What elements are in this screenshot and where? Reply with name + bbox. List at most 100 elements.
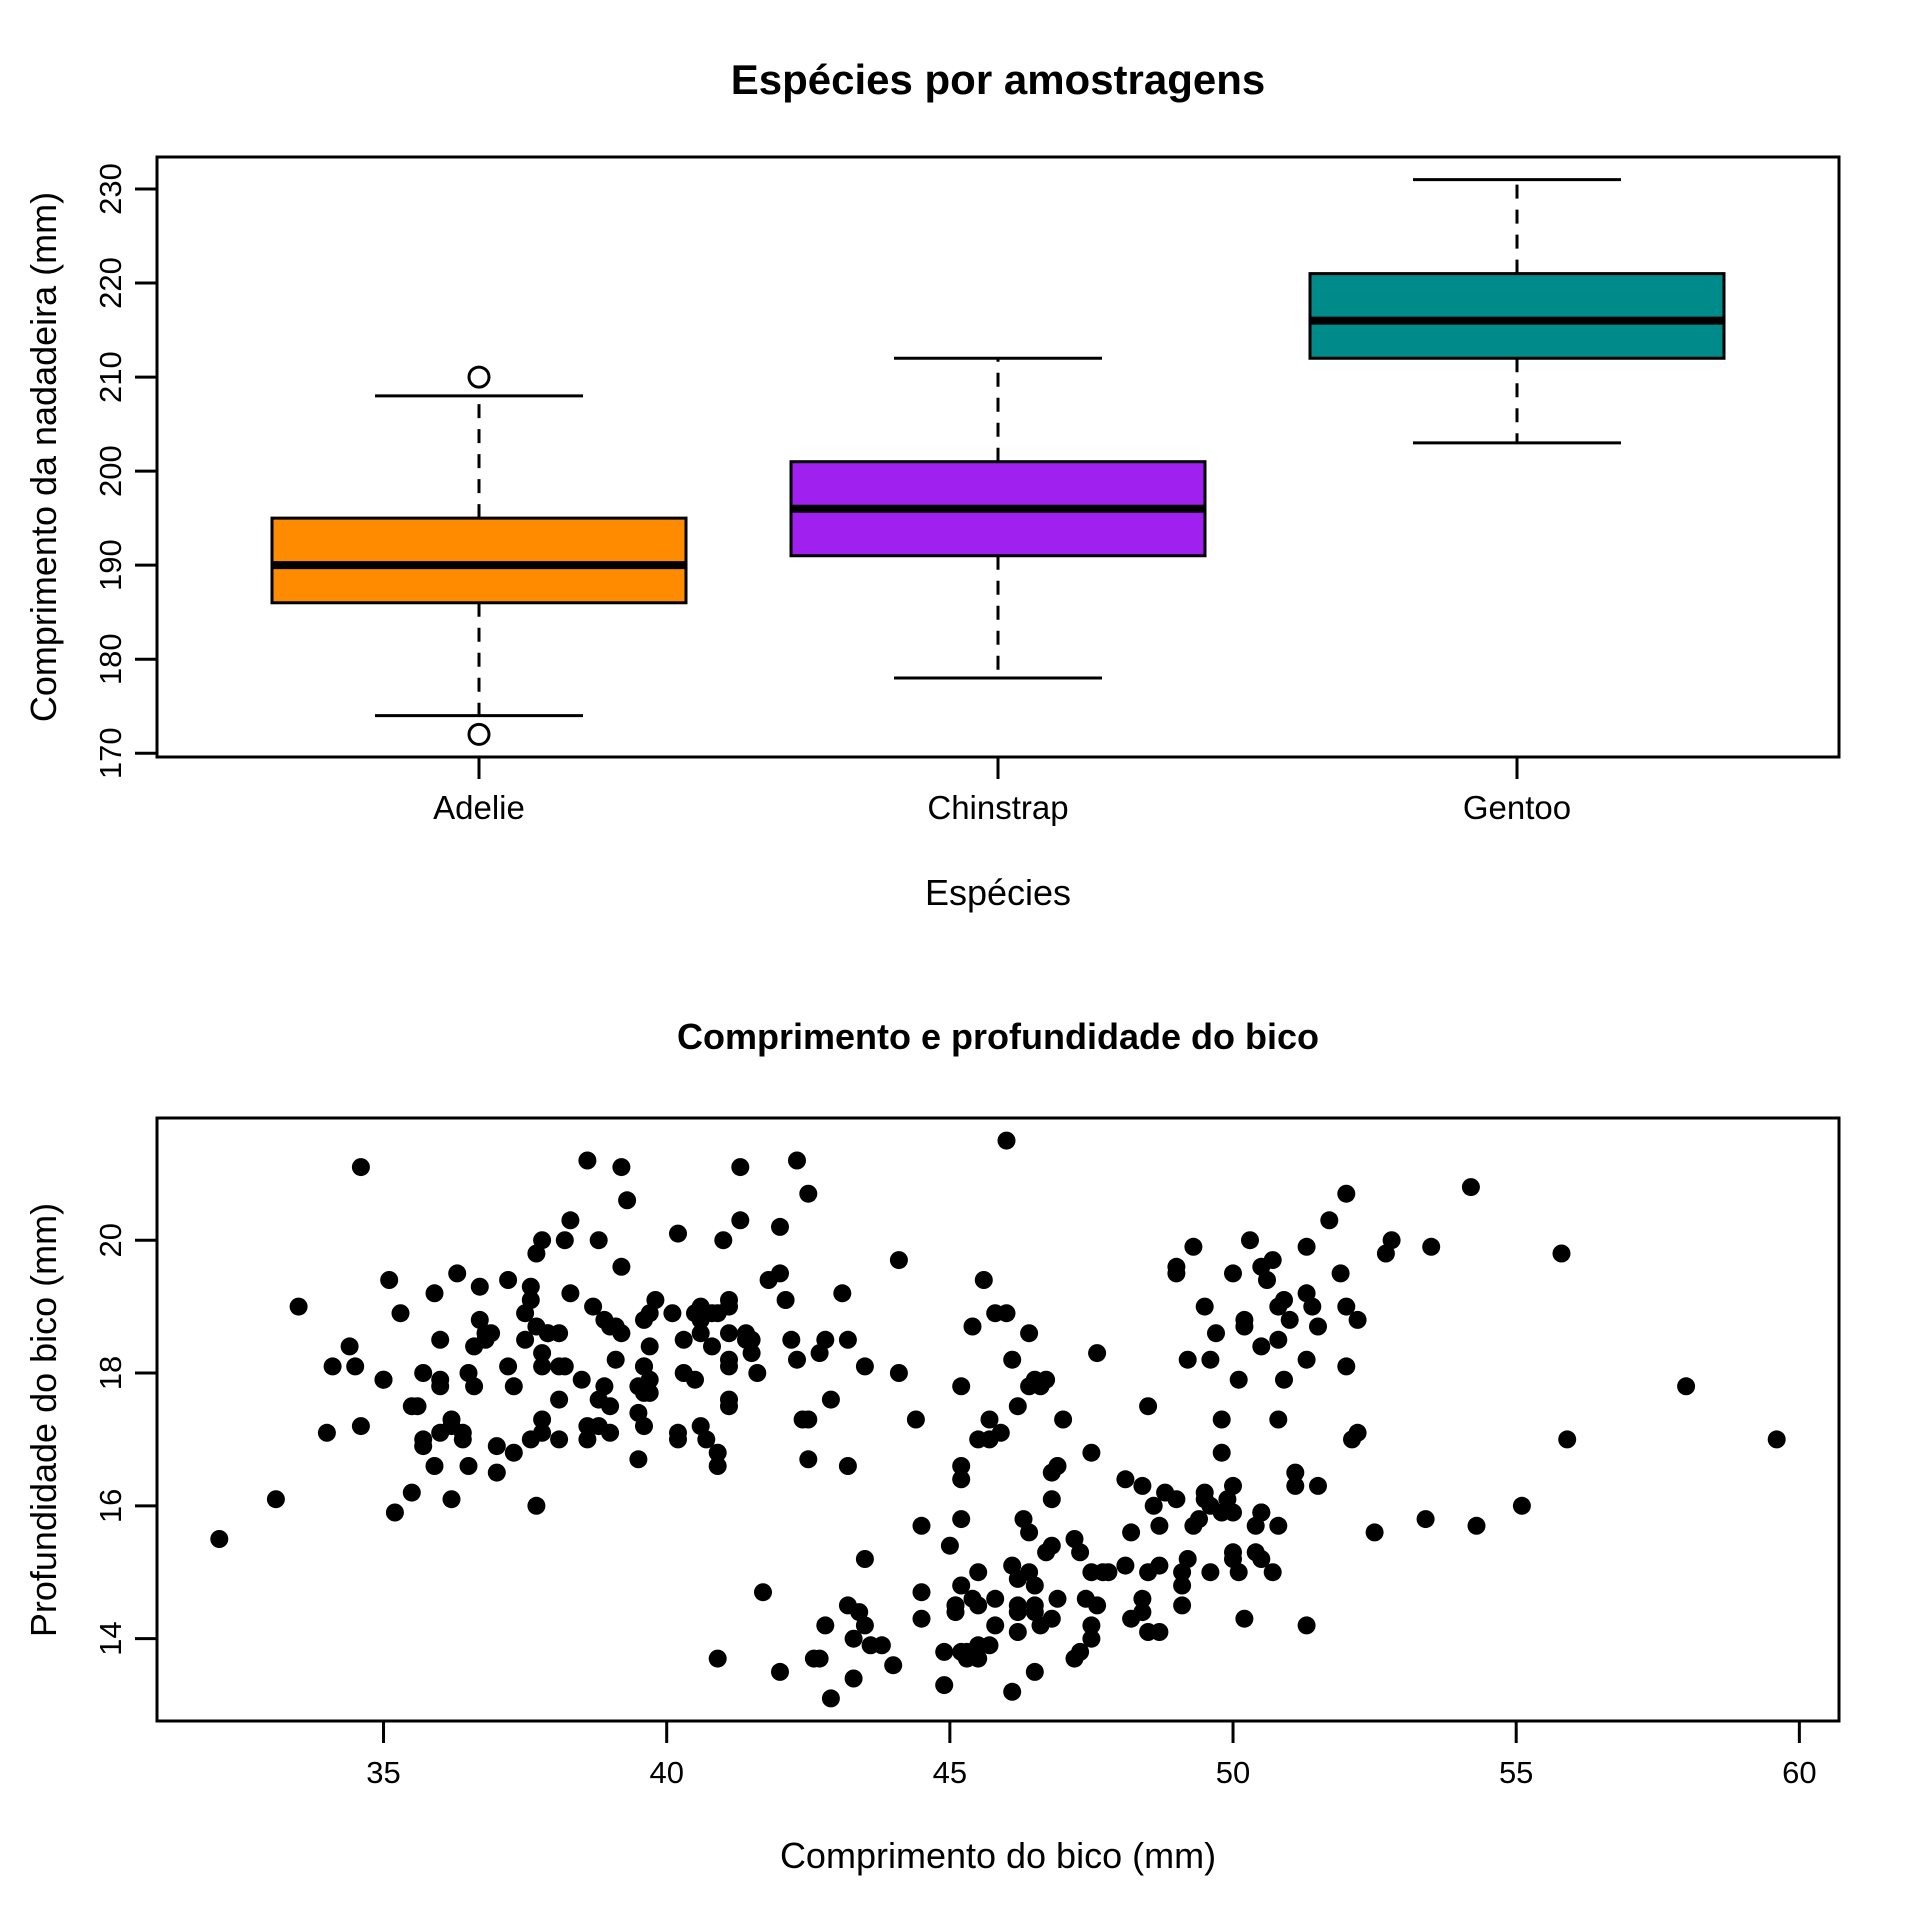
scatter-point	[1042, 1609, 1061, 1628]
scatter-point	[572, 1370, 591, 1389]
scatter-x-axis: 35 40 45 50 55 60	[366, 1721, 1817, 1790]
scatter-point	[1258, 1271, 1276, 1289]
scatter-point	[1269, 1330, 1288, 1349]
scatter-point	[640, 1304, 659, 1323]
scatter-point	[289, 1297, 308, 1316]
scatter-point	[1212, 1443, 1231, 1462]
scatter-point	[952, 1470, 971, 1489]
scatter-point	[1139, 1623, 1158, 1641]
scatter-point	[1337, 1184, 1356, 1203]
scatter-point	[266, 1490, 285, 1509]
scatter-point	[1235, 1317, 1254, 1336]
scatter-point	[703, 1337, 721, 1356]
scatter-point	[555, 1231, 574, 1250]
scatter-point	[550, 1390, 569, 1409]
x-tick-label: 50	[1216, 1755, 1250, 1790]
scatter-point	[589, 1231, 608, 1250]
scatter-point	[1286, 1463, 1305, 1482]
scatter-point	[1116, 1556, 1135, 1575]
scatter-point	[1008, 1603, 1027, 1622]
scatter-point	[1331, 1264, 1350, 1283]
scatter-point	[844, 1629, 863, 1648]
scatter-point	[810, 1649, 829, 1668]
scatter-point	[561, 1211, 580, 1230]
scatter-point	[504, 1377, 523, 1396]
scatter-point	[1309, 1317, 1327, 1336]
scatter-point	[533, 1344, 552, 1363]
scatter-plot-border	[155, 1116, 1841, 1723]
y-tick-label: 14	[93, 1621, 128, 1655]
scatter-point	[1082, 1443, 1101, 1462]
scatter-point	[691, 1324, 710, 1343]
scatter-point	[606, 1350, 625, 1369]
scatter-point	[550, 1357, 569, 1376]
scatter-point	[618, 1191, 637, 1210]
scatter-point	[1173, 1563, 1192, 1582]
scatter-x-axis-label: Comprimento do bico (mm)	[779, 1835, 1217, 1876]
scatter-point	[1365, 1523, 1384, 1542]
scatter-point	[838, 1457, 857, 1475]
boxplot-title: Espécies por amostragens	[730, 56, 1266, 103]
scatter-point	[465, 1337, 484, 1356]
scatter-point	[912, 1516, 931, 1535]
scatter-point	[476, 1324, 495, 1343]
scatter-point	[578, 1430, 597, 1449]
scatter-point	[629, 1450, 648, 1469]
scatter-point	[408, 1397, 427, 1416]
scatter-point	[561, 1284, 580, 1303]
scatter-point	[872, 1636, 891, 1655]
scatter-point	[980, 1410, 999, 1429]
scatter-point	[1082, 1616, 1101, 1635]
scatter-point	[612, 1158, 631, 1177]
scatter-point	[578, 1417, 597, 1436]
scatter-point	[720, 1291, 738, 1309]
scatter-point	[578, 1151, 597, 1170]
scatter-point	[442, 1417, 461, 1436]
scatter-point	[1037, 1370, 1056, 1389]
scatter-point	[1229, 1370, 1248, 1389]
scatter-point	[1173, 1596, 1192, 1615]
scatter-point	[487, 1463, 506, 1482]
scatter-point	[1297, 1350, 1316, 1369]
scatter-point	[1337, 1297, 1356, 1316]
scatter-point	[521, 1277, 540, 1296]
scatter-point	[833, 1284, 852, 1303]
scatter-point	[351, 1417, 370, 1436]
scatter-point	[714, 1231, 733, 1250]
scatter-point	[499, 1271, 518, 1289]
scatter-point	[1303, 1297, 1322, 1316]
scatter-point	[771, 1217, 789, 1236]
scatter-point	[601, 1423, 620, 1442]
scatter-point	[1020, 1563, 1039, 1582]
scatter-point	[952, 1510, 971, 1529]
scatter-point	[952, 1642, 971, 1661]
scatter-point	[1467, 1516, 1486, 1535]
scatter-point	[963, 1317, 982, 1336]
scatter-point	[754, 1583, 772, 1602]
scatter-point	[697, 1430, 716, 1449]
iqr-box	[1308, 272, 1726, 360]
scatter-panel: 35 40 45 50 55 60 14 16 18 20	[93, 1116, 1841, 1790]
scatter-point	[720, 1324, 738, 1343]
scatter-point	[323, 1357, 342, 1376]
scatter-point	[1224, 1264, 1242, 1283]
scatter-point	[731, 1211, 750, 1230]
scatter-point	[521, 1430, 540, 1449]
scatter-point	[1212, 1410, 1231, 1429]
scatter-point	[1082, 1629, 1101, 1648]
scatter-point	[1337, 1357, 1356, 1376]
scatter-point	[799, 1450, 818, 1469]
scatter-point	[1020, 1324, 1039, 1343]
scatter-point	[431, 1330, 450, 1349]
scatter-point	[1201, 1563, 1220, 1582]
scatter-point	[731, 1158, 750, 1177]
scatter-point	[374, 1370, 393, 1389]
scatter-point	[1003, 1682, 1022, 1701]
scatter-point	[210, 1530, 229, 1548]
scatter-point	[889, 1364, 908, 1382]
scatter-point	[640, 1337, 659, 1356]
scatter-point	[816, 1616, 835, 1635]
scatter-point	[425, 1284, 444, 1303]
scatter-point	[1184, 1237, 1203, 1256]
scatter-point	[838, 1330, 857, 1349]
